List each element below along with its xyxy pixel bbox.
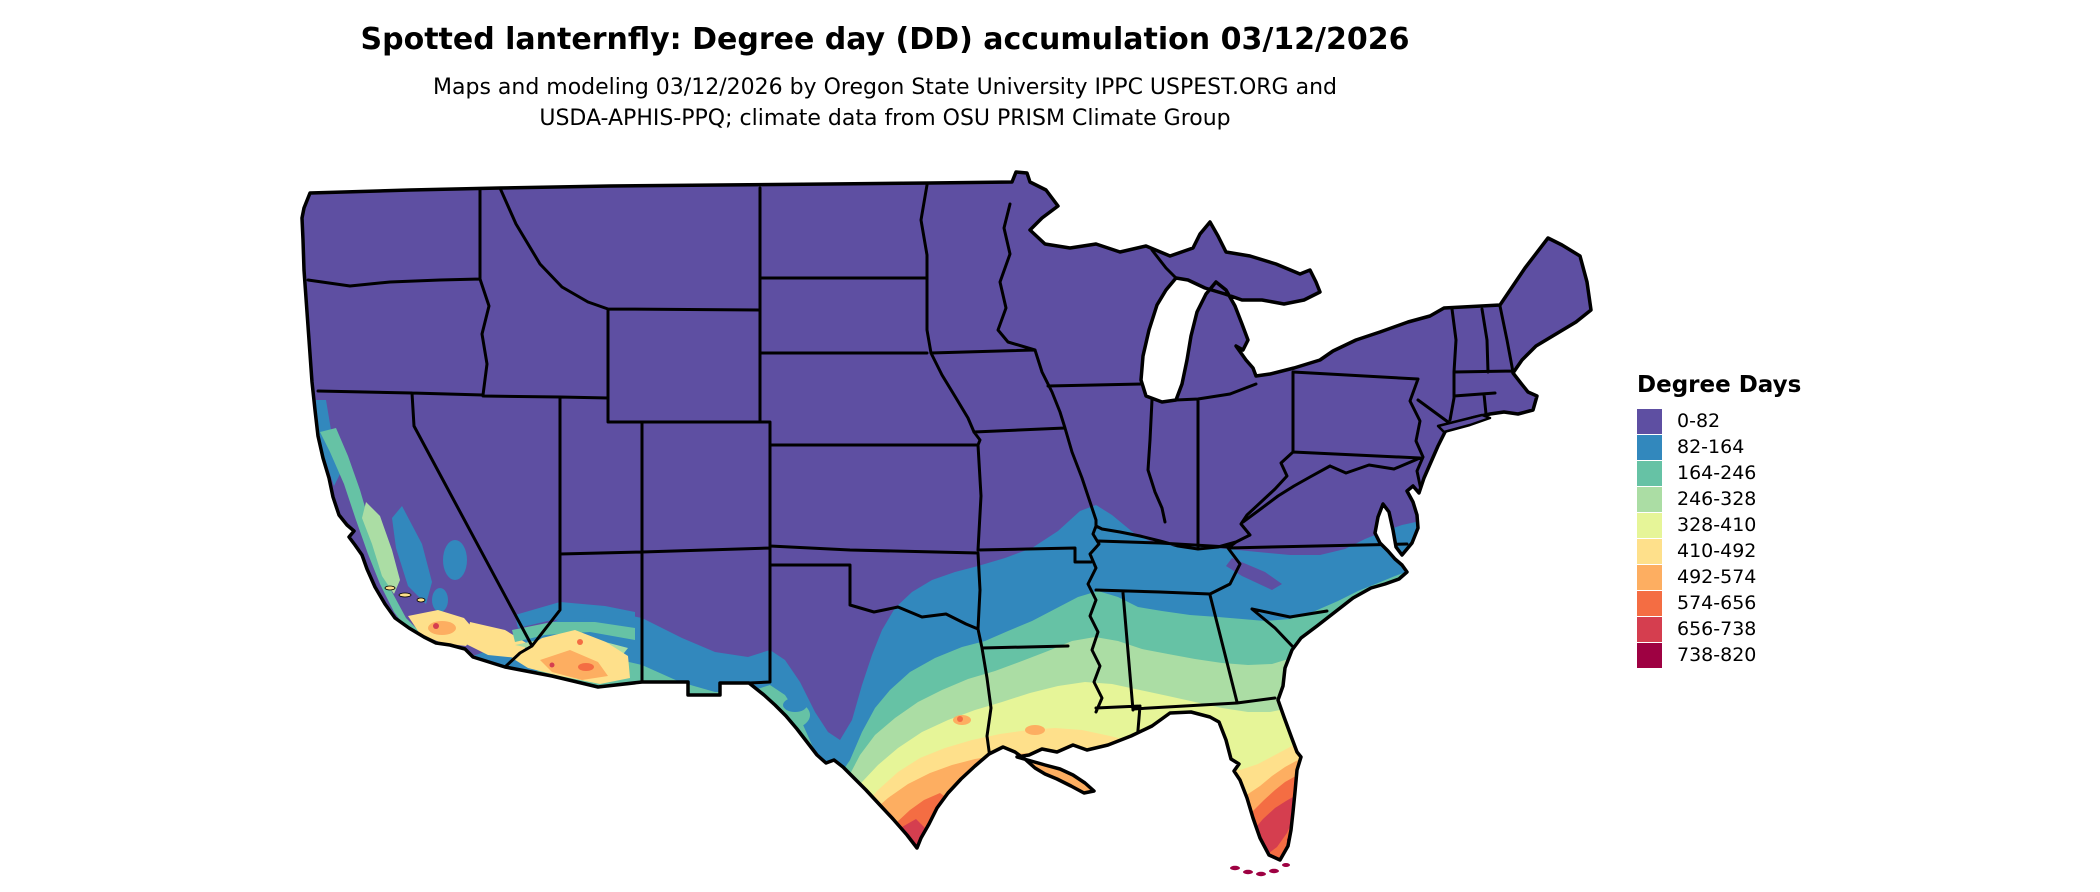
legend-item: 410-492	[1637, 538, 1801, 564]
legend-swatch-328-410	[1637, 512, 1662, 538]
legend-item: 738-820	[1637, 642, 1801, 668]
legend-item: 246-328	[1637, 486, 1801, 512]
legend-swatch-492-574	[1637, 564, 1662, 590]
legend-item: 0-82	[1637, 408, 1801, 434]
arizona-blue-band	[515, 602, 635, 628]
band-738-820-texas-tip	[908, 849, 914, 855]
legend-label-164-246: 164-246	[1677, 462, 1757, 484]
legend-swatch-82-164	[1637, 434, 1662, 460]
us-degree-day-map	[290, 160, 1630, 880]
legend-item: 656-738	[1637, 616, 1801, 642]
nevada-blue-patch	[443, 540, 467, 580]
nevada-blue-patch-2	[432, 588, 448, 612]
state-borders	[306, 183, 1515, 760]
subtitle-line-2: USDA-APHIS-PPQ; climate data from OSU PR…	[539, 106, 1231, 132]
houston-dark-orange-dot	[957, 716, 963, 722]
legend-label-410-492: 410-492	[1677, 540, 1757, 562]
legend-swatch-656-738	[1637, 616, 1662, 642]
legend-item: 164-246	[1637, 460, 1801, 486]
socal-red-speck	[433, 623, 439, 629]
degree-day-raster	[302, 172, 1591, 860]
legend-title: Degree Days	[1637, 372, 1802, 398]
legend-label-492-574: 492-574	[1677, 566, 1757, 588]
legend-label-328-410: 328-410	[1677, 514, 1757, 536]
channel-islands	[384, 585, 426, 603]
long-island	[1436, 413, 1492, 434]
legend-label-246-328: 246-328	[1677, 488, 1757, 510]
legend-swatch-410-492	[1637, 538, 1662, 564]
us-map-svg	[300, 170, 1593, 877]
header: Spotted lanternfly: Degree day (DD) accu…	[0, 0, 1770, 134]
legend-item: 492-574	[1637, 564, 1801, 590]
sierra-foothill-blue-patch	[392, 506, 432, 604]
mojave-desert-yellow-patch	[466, 622, 528, 658]
legend-swatch-574-656	[1637, 590, 1662, 616]
louisiana-orange-patch	[1025, 725, 1045, 735]
arizona-red-speck	[577, 639, 583, 645]
central-valley-green-patch	[362, 502, 400, 594]
legend-swatch-0-82	[1637, 408, 1662, 434]
legend-item: 574-656	[1637, 590, 1801, 616]
legend-item: 328-410	[1637, 512, 1801, 538]
subtitle-line-1: Maps and modeling 03/12/2026 by Oregon S…	[433, 75, 1337, 100]
phoenix-orange-patch	[540, 650, 608, 680]
california-coast-teal-strip	[320, 428, 438, 652]
legend-label-574-656: 574-656	[1677, 592, 1757, 614]
legend-swatch-738-820	[1637, 642, 1662, 668]
page-subtitle: Maps and modeling 03/12/2026 by Oregon S…	[0, 58, 1770, 134]
us-outline	[300, 170, 1593, 862]
legend-label-656-738: 656-738	[1677, 618, 1757, 640]
yuma-maroon-speck	[549, 662, 555, 668]
legend-label-738-820: 738-820	[1677, 644, 1757, 666]
legend-item: 82-164	[1637, 434, 1801, 460]
davis-mountains-blue-patch	[783, 698, 807, 712]
legend-swatch-246-328	[1637, 486, 1662, 512]
socal-orange-patch	[428, 621, 456, 635]
legend-label-0-82: 0-82	[1677, 410, 1721, 432]
florida-keys	[1230, 863, 1290, 877]
legend: Degree Days 0-82 82-164 164-246 246-328 …	[1637, 372, 1801, 668]
arizona-dark-orange-patch	[578, 663, 594, 671]
legend-swatch-164-246	[1637, 460, 1662, 486]
page-title: Spotted lanternfly: Degree day (DD) accu…	[360, 22, 1410, 57]
legend-label-82-164: 82-164	[1677, 436, 1745, 458]
